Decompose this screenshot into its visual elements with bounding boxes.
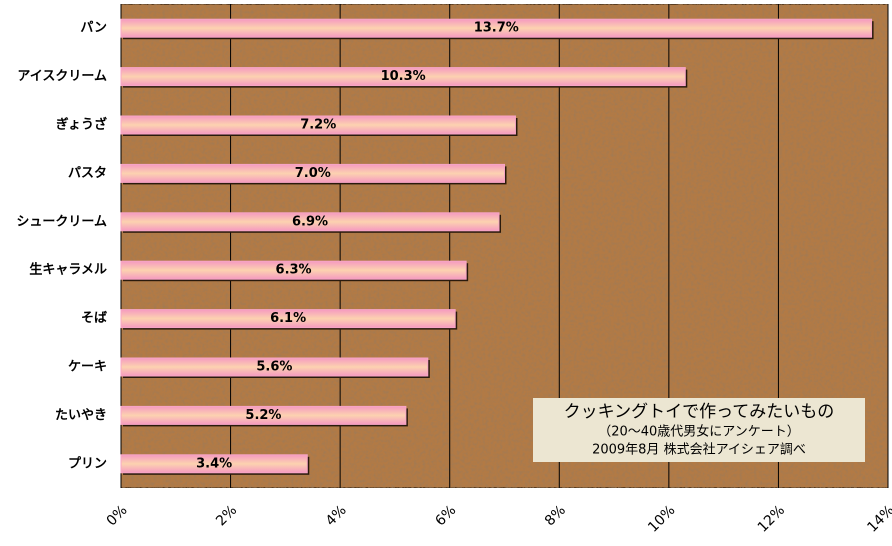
bar	[120, 357, 429, 377]
bar	[120, 163, 505, 183]
bar	[120, 309, 456, 329]
x-tick-label: 4%	[323, 502, 350, 529]
y-tick-label: プリン	[68, 456, 107, 471]
bar	[120, 18, 873, 38]
x-tick-label: 12%	[755, 502, 788, 535]
y-tick-label: シュークリーム	[16, 214, 107, 229]
note-box	[533, 398, 865, 462]
y-tick-label: ぎょうざ	[56, 117, 107, 133]
x-tick-label: 10%	[645, 502, 678, 535]
value-label: 7.0%	[295, 166, 331, 181]
value-label: 5.6%	[256, 360, 292, 375]
x-tick-label: 14%	[864, 502, 892, 535]
x-tick-label: 6%	[432, 502, 459, 529]
y-tick-label: アイスクリーム	[17, 69, 107, 84]
x-tick-label: 8%	[542, 502, 569, 529]
bar	[120, 67, 686, 87]
bar	[120, 454, 308, 474]
y-tick-label: パン	[80, 21, 107, 36]
x-tick-label: 2%	[213, 502, 240, 529]
value-label: 3.4%	[196, 456, 232, 471]
value-label: 13.7%	[474, 21, 519, 36]
bar	[120, 115, 516, 135]
y-tick-label: ケーキ	[68, 360, 107, 375]
y-tick-label: そば	[81, 311, 107, 326]
chart-source: 2009年8月 株式会社アイシェア調べ	[592, 442, 806, 458]
value-label: 6.9%	[292, 214, 328, 229]
chart-title: クッキングトイで作ってみたいもの	[564, 402, 835, 422]
y-tick-label: パスタ	[68, 166, 107, 181]
value-label: 6.3%	[276, 263, 312, 278]
y-tick-label: たいやき	[55, 408, 107, 423]
x-tick-label: 0%	[104, 502, 131, 529]
y-tick-label: 生キャラメル	[29, 262, 107, 278]
value-label: 10.3%	[381, 69, 426, 84]
value-label: 5.2%	[245, 408, 281, 423]
bar	[120, 260, 467, 280]
bar	[120, 405, 407, 425]
value-label: 7.2%	[300, 118, 336, 133]
bar	[120, 212, 500, 232]
value-label: 6.1%	[270, 311, 306, 326]
chart-subtitle: （20～40歳代男女にアンケート）	[598, 424, 800, 440]
legend-box: クッキングトイで作ってみたいもの （20～40歳代男女にアンケート） 2009年…	[533, 398, 865, 462]
